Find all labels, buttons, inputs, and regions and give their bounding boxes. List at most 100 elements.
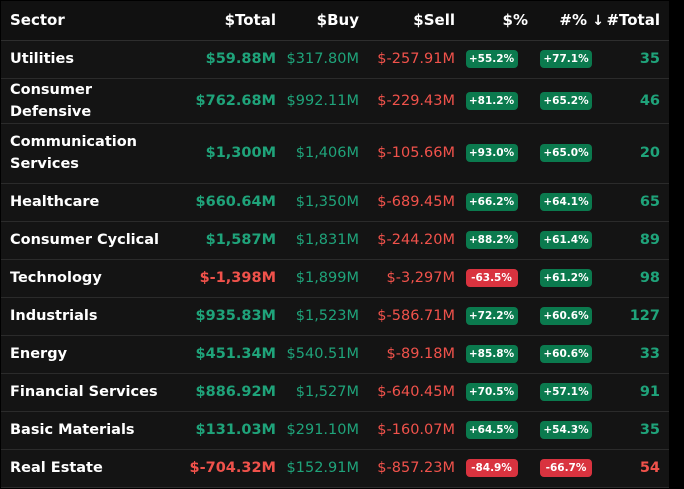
pct-cell: +85.8% bbox=[455, 335, 528, 374]
count-value: 89 bbox=[604, 221, 669, 260]
count-pct-cell: +64.1% bbox=[528, 183, 604, 222]
header-pct-label: $% bbox=[502, 11, 528, 30]
header-sell-label: $Sell bbox=[413, 11, 455, 30]
pct-cell: -63.5% bbox=[455, 259, 528, 298]
header-buy[interactable]: $Buy bbox=[276, 1, 359, 41]
count-value: 46 bbox=[604, 78, 669, 124]
table-row[interactable]: Consumer Defensive $762.68M $992.11M $-229.… bbox=[1, 78, 669, 124]
sector-flow-table: Sector $Total $Buy $Sell $% #% ↓ #Total … bbox=[1, 1, 669, 488]
buy-value: $291.10M bbox=[276, 411, 359, 450]
count-pct-badge: +57.1% bbox=[540, 383, 592, 401]
count-pct-badge: +61.4% bbox=[540, 231, 592, 249]
total-value: $59.88M bbox=[177, 40, 276, 79]
count-pct-badge: +60.6% bbox=[540, 307, 592, 325]
total-value: $1,300M bbox=[177, 123, 276, 184]
count-pct-badge: +60.6% bbox=[540, 345, 592, 363]
sector-name[interactable]: Consumer Cyclical bbox=[1, 221, 177, 260]
sector-name[interactable]: Consumer Defensive bbox=[1, 78, 177, 124]
sector-name[interactable]: Healthcare bbox=[1, 183, 177, 222]
total-value: $660.64M bbox=[177, 183, 276, 222]
count-pct-cell: +77.1% bbox=[528, 40, 604, 79]
count-value: 35 bbox=[604, 411, 669, 450]
count-value: 35 bbox=[604, 40, 669, 79]
count-pct-cell: -66.7% bbox=[528, 449, 604, 488]
pct-badge: +72.2% bbox=[465, 307, 518, 325]
pct-cell: +55.2% bbox=[455, 40, 528, 79]
header-sector[interactable]: Sector bbox=[1, 1, 177, 41]
pct-cell: +70.5% bbox=[455, 373, 528, 412]
count-pct-cell: +54.3% bbox=[528, 411, 604, 450]
sell-value: $-160.07M bbox=[359, 411, 455, 450]
table-row[interactable]: Industrials $935.83M $1,523M $-586.71M +72.2… bbox=[1, 297, 669, 336]
header-sell[interactable]: $Sell bbox=[359, 1, 455, 41]
sell-value: $-105.66M bbox=[359, 123, 455, 184]
table-row[interactable]: Basic Materials $131.03M $291.10M $-160.07M… bbox=[1, 411, 669, 450]
table-row[interactable]: Utilities $59.88M $317.80M $-257.91M +55.2% +… bbox=[1, 40, 669, 79]
pct-badge: -63.5% bbox=[465, 269, 518, 287]
table-row[interactable]: Real Estate $-704.32M $152.91M $-857.23M -84… bbox=[1, 449, 669, 488]
table-row[interactable]: Consumer Cyclical $1,587M $1,831M $-244.20M… bbox=[1, 221, 669, 260]
buy-value: $1,406M bbox=[276, 123, 359, 184]
buy-value: $992.11M bbox=[276, 78, 359, 124]
header-total[interactable]: $Total bbox=[177, 1, 276, 41]
sector-name[interactable]: Communication Services bbox=[1, 123, 177, 184]
sell-value: $-229.43M bbox=[359, 78, 455, 124]
pct-badge: +85.8% bbox=[465, 345, 518, 363]
sell-value: $-89.18M bbox=[359, 335, 455, 374]
pct-cell: +64.5% bbox=[455, 411, 528, 450]
count-pct-badge: +65.0% bbox=[540, 144, 592, 162]
pct-cell: +93.0% bbox=[455, 123, 528, 184]
buy-value: $152.91M bbox=[276, 449, 359, 488]
sell-value: $-857.23M bbox=[359, 449, 455, 488]
sell-value: $-244.20M bbox=[359, 221, 455, 260]
pct-cell: +72.2% bbox=[455, 297, 528, 336]
pct-cell: +88.2% bbox=[455, 221, 528, 260]
count-pct-cell: +65.0% bbox=[528, 123, 604, 184]
buy-value: $1,899M bbox=[276, 259, 359, 298]
total-value: $1,587M bbox=[177, 221, 276, 260]
buy-value: $540.51M bbox=[276, 335, 359, 374]
sector-name[interactable]: Industrials bbox=[1, 297, 177, 336]
count-pct-badge: +61.2% bbox=[540, 269, 592, 287]
pct-badge: +70.5% bbox=[465, 383, 518, 401]
total-value: $451.34M bbox=[177, 335, 276, 374]
sector-name[interactable]: Energy bbox=[1, 335, 177, 374]
pct-badge: +88.2% bbox=[465, 231, 518, 249]
header-buy-label: $Buy bbox=[316, 11, 359, 30]
count-pct-cell: +60.6% bbox=[528, 297, 604, 336]
count-value: 54 bbox=[604, 449, 669, 488]
sector-name[interactable]: Technology bbox=[1, 259, 177, 298]
sector-name[interactable]: Financial Services bbox=[1, 373, 177, 412]
table-row[interactable]: Energy $451.34M $540.51M $-89.18M +85.8% +60.… bbox=[1, 335, 669, 374]
count-pct-cell: +57.1% bbox=[528, 373, 604, 412]
count-pct-badge: +64.1% bbox=[540, 193, 592, 211]
sector-name[interactable]: Utilities bbox=[1, 40, 177, 79]
header-count-pct[interactable]: #% ↓ bbox=[528, 1, 604, 41]
pct-badge: -84.9% bbox=[465, 459, 518, 477]
header-sector-label: Sector bbox=[10, 11, 65, 30]
sector-name[interactable]: Basic Materials bbox=[1, 411, 177, 450]
sector-name[interactable]: Real Estate bbox=[1, 449, 177, 488]
sort-descending-icon: ↓ bbox=[592, 13, 604, 30]
header-count[interactable]: #Total bbox=[604, 1, 669, 41]
buy-value: $1,523M bbox=[276, 297, 359, 336]
table-row[interactable]: Technology $-1,398M $1,899M $-3,297M -63.5% +… bbox=[1, 259, 669, 298]
pct-badge: +55.2% bbox=[465, 50, 518, 68]
total-value: $762.68M bbox=[177, 78, 276, 124]
header-count-label: #Total bbox=[606, 11, 660, 30]
table-body: Utilities $59.88M $317.80M $-257.91M +55.2% +… bbox=[1, 40, 669, 488]
table-row[interactable]: Healthcare $660.64M $1,350M $-689.45M +66.2%… bbox=[1, 183, 669, 222]
count-value: 33 bbox=[604, 335, 669, 374]
count-value: 98 bbox=[604, 259, 669, 298]
header-pct[interactable]: $% bbox=[455, 1, 528, 41]
count-value: 127 bbox=[604, 297, 669, 336]
sell-value: $-689.45M bbox=[359, 183, 455, 222]
sell-value: $-3,297M bbox=[359, 259, 455, 298]
count-pct-cell: +60.6% bbox=[528, 335, 604, 374]
total-value: $935.83M bbox=[177, 297, 276, 336]
table-row[interactable]: Financial Services $886.92M $1,527M $-640.4… bbox=[1, 373, 669, 412]
header-total-label: $Total bbox=[224, 11, 276, 30]
count-pct-badge: +77.1% bbox=[540, 50, 592, 68]
table-row[interactable]: Communication Services $1,300M $1,406M $-10… bbox=[1, 123, 669, 184]
count-value: 91 bbox=[604, 373, 669, 412]
